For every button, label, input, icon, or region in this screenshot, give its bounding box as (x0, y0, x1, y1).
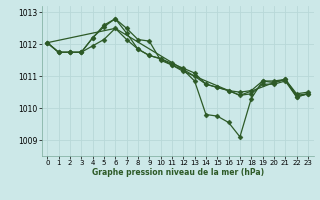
X-axis label: Graphe pression niveau de la mer (hPa): Graphe pression niveau de la mer (hPa) (92, 168, 264, 177)
